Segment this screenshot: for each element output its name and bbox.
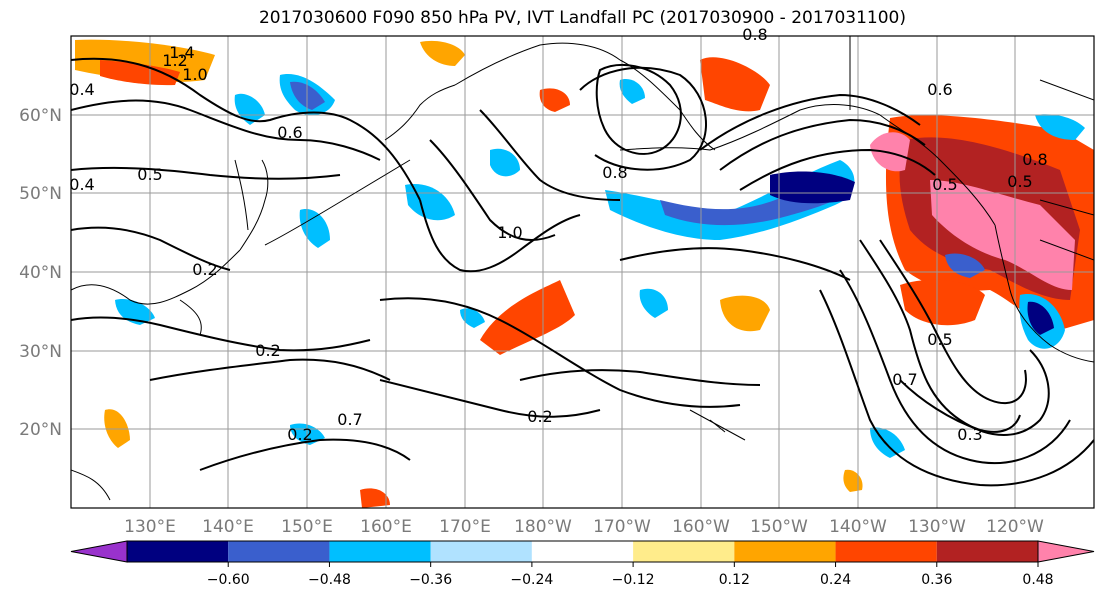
longitude-label: 130°W [908, 517, 966, 537]
contour-label: 1.0 [182, 65, 207, 84]
longitude-label: 170°W [593, 517, 651, 537]
colorbar-segment [531, 541, 634, 562]
colorbar-tick-label: 0.48 [1022, 572, 1053, 588]
contour-label: 0.3 [957, 425, 982, 444]
longitude-label: 170°E [439, 517, 491, 537]
colorbar-tick-label: −0.12 [612, 572, 655, 588]
colorbar-extend-high [1037, 540, 1095, 563]
colorbar-labels: −0.60 −0.48 −0.36 −0.24 −0.12 0.12 0.24 0.36 0.4… [207, 572, 1054, 588]
colorbar-ticks [227, 562, 1039, 567]
contour-label: 1.0 [497, 223, 522, 242]
latitude-label: 60°N [19, 106, 62, 126]
latitude-label: 20°N [19, 420, 62, 440]
contour-label: 1.2 [162, 51, 187, 70]
contour-label: 0.2 [287, 425, 312, 444]
ivt-contours [71, 57, 1094, 487]
contour-label: 0.6 [927, 80, 952, 99]
longitude-label: 140°E [202, 517, 254, 537]
contour-label: 0.5 [932, 175, 957, 194]
contour-label: 0.5 [927, 330, 952, 349]
contour-label: 0.8 [1022, 150, 1047, 169]
contour-labels: 1.21.01.40.40.60.50.40.21.00.80.80.60.50… [69, 25, 1047, 444]
contour-label: 0.4 [69, 80, 94, 99]
longitude-label: 130°E [124, 517, 176, 537]
colorbar-tick-label: 0.12 [719, 572, 750, 588]
latitude-label: 50°N [19, 184, 62, 204]
map-frame [70, 35, 1095, 509]
longitude-label: 160°E [360, 517, 412, 537]
longitude-label: 150°E [281, 517, 333, 537]
colorbar-segment [734, 541, 836, 562]
colorbar-tick-label: −0.36 [409, 572, 452, 588]
colorbar-segment [228, 541, 330, 562]
colorbar-tick-label: 0.36 [921, 572, 952, 588]
colorbar-tick-label: 0.24 [820, 572, 851, 588]
colorbar-segment [430, 541, 532, 562]
contour-label: 0.6 [277, 123, 302, 142]
colorbar: −0.60 −0.48 −0.36 −0.24 −0.12 0.12 0.24 0.36 0.4… [70, 540, 1095, 588]
figure-title: 2017030600 F090 850 hPa PV, IVT Landfall… [258, 8, 906, 28]
colorbar-tick-label: −0.60 [207, 572, 250, 588]
contour-label: 0.4 [69, 175, 94, 194]
colorbar-segment [127, 541, 229, 562]
longitude-label: 180°W [514, 517, 572, 537]
latitude-labels: 60°N 50°N 40°N 30°N 20°N [19, 106, 62, 440]
contour-label: 1.4 [169, 43, 194, 62]
colorbar-extend-low [70, 540, 128, 563]
latitude-label: 40°N [19, 263, 62, 283]
colorbar-tick-label: −0.24 [510, 572, 553, 588]
colorbar-segment [936, 541, 1038, 562]
contour-label: 0.8 [742, 25, 767, 44]
contour-label: 0.8 [602, 163, 627, 182]
colorbar-segment [633, 541, 735, 562]
latitude-label: 30°N [19, 342, 62, 362]
longitude-label: 160°W [672, 517, 730, 537]
longitude-label: 140°W [829, 517, 887, 537]
contour-label: 0.5 [1007, 172, 1032, 191]
contour-label: 0.2 [255, 341, 280, 360]
contour-label: 0.7 [892, 370, 917, 389]
longitude-label: 120°W [986, 517, 1044, 537]
contour-label: 0.7 [337, 410, 362, 429]
contour-label: 0.5 [137, 165, 162, 184]
colorbar-segments [70, 540, 1095, 563]
graticule [71, 36, 1094, 508]
longitude-labels: 130°E 140°E 150°E 160°E 170°E 180°W 170°W 160°W… [124, 517, 1044, 537]
map-panel: 1.21.01.40.40.60.50.40.21.00.80.80.60.50… [19, 25, 1095, 537]
colorbar-tick-label: −0.48 [308, 572, 351, 588]
contour-label: 0.2 [527, 407, 552, 426]
colorbar-segment [835, 541, 937, 562]
colorbar-segment [329, 541, 431, 562]
colorbar-outline [126, 540, 1039, 563]
longitude-label: 150°W [750, 517, 808, 537]
contour-label: 0.2 [192, 260, 217, 279]
